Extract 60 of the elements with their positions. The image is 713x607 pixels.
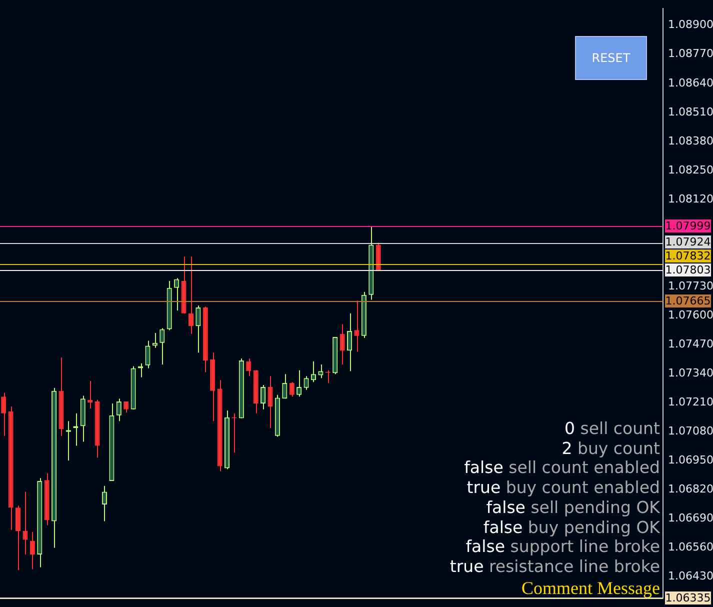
candlestick bbox=[289, 382, 294, 398]
y-tick-label: 1.08380 bbox=[668, 134, 713, 148]
candlestick bbox=[310, 360, 316, 383]
y-tick-label: 1.06690 bbox=[668, 512, 713, 525]
y-tick-label: 1.07340 bbox=[668, 366, 713, 380]
ref-line-label: 1.07832 bbox=[665, 249, 711, 262]
candlestick bbox=[296, 370, 302, 398]
candlestick bbox=[30, 531, 35, 570]
ref-line-label: 1.07803 bbox=[665, 263, 711, 276]
candlestick bbox=[145, 340, 150, 369]
candlestick bbox=[188, 256, 194, 334]
y-tick-label: 1.08640 bbox=[668, 76, 713, 90]
candlestick bbox=[318, 364, 324, 379]
y-tick-label: 1.06560 bbox=[668, 540, 713, 554]
ref-line-label: 1.07999 bbox=[665, 219, 711, 232]
y-tick-label: 1.08120 bbox=[668, 192, 713, 206]
candlestick bbox=[260, 384, 266, 410]
candlestick bbox=[15, 505, 21, 571]
y-tick-label: 1.08900 bbox=[668, 18, 713, 32]
y-tick-label: 1.06820 bbox=[668, 482, 713, 496]
y-tick-label: 1.07730 bbox=[668, 279, 713, 292]
candlestick bbox=[22, 491, 28, 555]
candlestick bbox=[196, 305, 201, 354]
candlestick bbox=[304, 376, 309, 390]
y-tick-label: 1.07600 bbox=[668, 308, 713, 322]
annotation: Comment Message bbox=[522, 578, 660, 599]
ref-line-label: 1.07665 bbox=[665, 294, 711, 308]
candlestick bbox=[102, 485, 108, 522]
candlestick bbox=[246, 358, 252, 377]
annotation: true resistance line broke bbox=[450, 556, 660, 576]
y-tick-label: 1.08770 bbox=[668, 47, 713, 60]
annotation: false sell pending OK bbox=[486, 498, 660, 517]
candlestick bbox=[268, 376, 273, 429]
annotation: 0 sell count bbox=[564, 419, 660, 438]
ref-line-label: 1.06335 bbox=[665, 591, 711, 604]
y-tick-label: 1.07210 bbox=[668, 396, 713, 409]
annotation: false buy pending OK bbox=[483, 518, 660, 537]
annotation: true buy count enabled bbox=[466, 478, 660, 498]
candlestick bbox=[160, 328, 165, 365]
annotation: false sell count enabled bbox=[464, 458, 660, 478]
y-tick-label: 1.07470 bbox=[668, 337, 713, 350]
candlestick bbox=[88, 380, 93, 409]
y-tick-label: 1.08250 bbox=[668, 163, 713, 176]
y-tick-label: 1.06950 bbox=[668, 454, 713, 467]
candlestick bbox=[116, 398, 122, 422]
reset-button: RESET bbox=[575, 36, 647, 80]
y-tick-label: 1.07080 bbox=[668, 424, 713, 438]
annotation: 2 buy count bbox=[562, 438, 660, 458]
candlestick bbox=[354, 300, 360, 352]
candlestick bbox=[376, 242, 381, 272]
candlestick bbox=[174, 278, 180, 311]
y-tick-label: 1.08510 bbox=[668, 105, 713, 118]
candlestick bbox=[346, 312, 352, 372]
annotation: RESET bbox=[592, 51, 630, 65]
ref-line-label: 1.07924 bbox=[665, 235, 711, 248]
y-tick-label: 1.06430 bbox=[668, 570, 713, 583]
candlestick bbox=[1, 392, 6, 436]
candlestick bbox=[340, 324, 345, 365]
annotation: false support line broke bbox=[466, 537, 660, 556]
candlestick bbox=[282, 374, 288, 400]
